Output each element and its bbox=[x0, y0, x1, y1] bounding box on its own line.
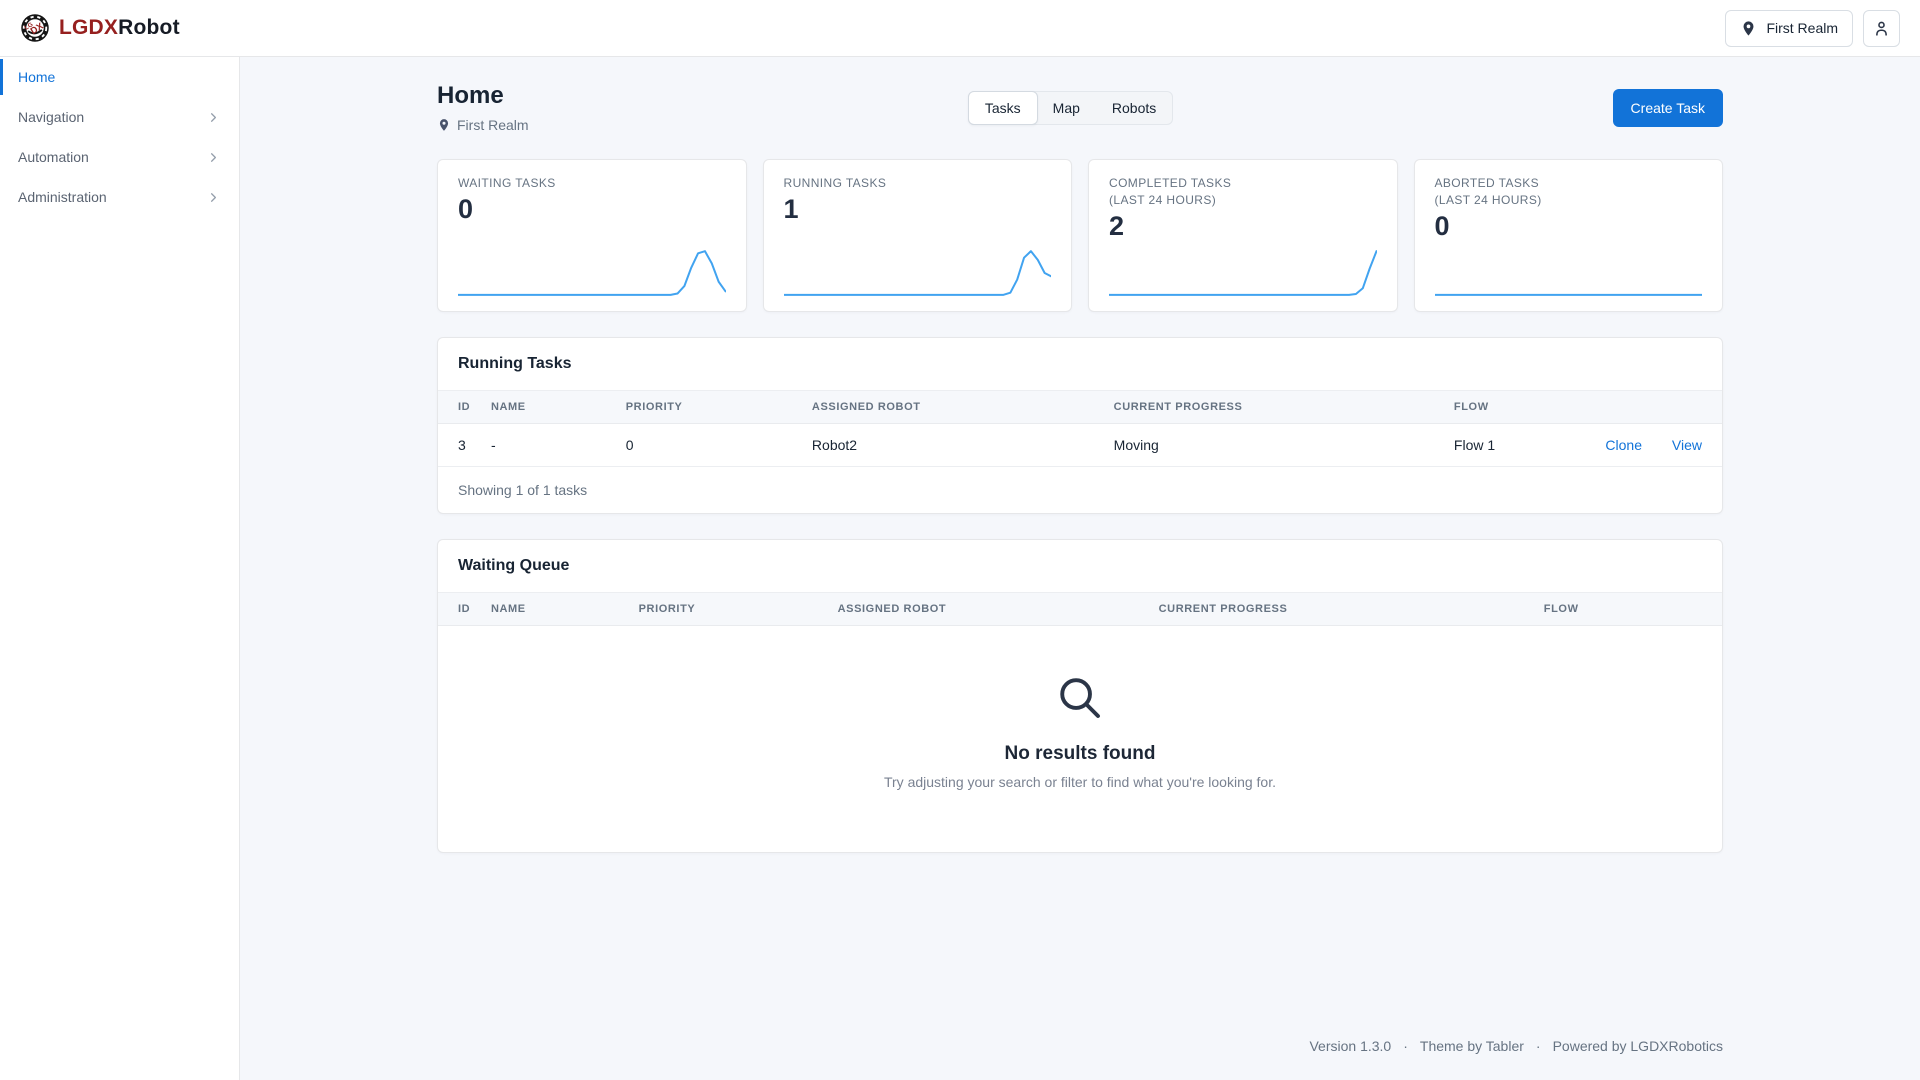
stat-card-completed-tasks: COMPLETED TASKS (LAST 24 HOURS) 2 bbox=[1088, 159, 1398, 312]
brand-name: LGDXRobot bbox=[59, 16, 180, 39]
column-header-assigned-robot: ASSIGNED ROBOT bbox=[803, 391, 1106, 424]
stat-label: ABORTED TASKS (LAST 24 HOURS) bbox=[1434, 176, 1542, 207]
column-header-id: ID bbox=[438, 593, 483, 626]
stat-value: 0 bbox=[1434, 210, 1450, 241]
waiting-queue-title: Waiting Queue bbox=[438, 540, 1722, 593]
column-header-priority: PRIORITY bbox=[617, 391, 804, 424]
column-header-priority: PRIORITY bbox=[630, 593, 830, 626]
map-pin-icon bbox=[437, 118, 451, 132]
map-pin-icon bbox=[1740, 20, 1757, 37]
sparkline-chart bbox=[784, 247, 1052, 299]
footer-separator: · bbox=[1535, 1038, 1541, 1054]
running-tasks-title: Running Tasks bbox=[438, 338, 1722, 391]
column-header-actions bbox=[1567, 391, 1722, 424]
brand-logo[interactable]: LG DX LGDXRobot bbox=[20, 13, 180, 43]
cell-priority: 0 bbox=[617, 423, 804, 467]
footer-powered-by: Powered by LGDXRobotics bbox=[1552, 1038, 1723, 1054]
stat-label: COMPLETED TASKS (LAST 24 HOURS) bbox=[1109, 176, 1232, 207]
footer-separator: · bbox=[1403, 1038, 1408, 1054]
running-tasks-table: ID NAME PRIORITY ASSIGNED ROBOT CURRENT … bbox=[438, 391, 1722, 467]
cell-actions: Clone View bbox=[1567, 423, 1722, 467]
waiting-queue-table: ID NAME PRIORITY ASSIGNED ROBOT CURRENT … bbox=[438, 593, 1722, 626]
column-header-name: NAME bbox=[482, 391, 618, 424]
tab-robots[interactable]: Robots bbox=[1095, 91, 1173, 125]
column-header-name: NAME bbox=[482, 593, 631, 626]
column-header-flow: FLOW bbox=[1445, 391, 1568, 424]
sidebar-item-label: Automation bbox=[18, 149, 89, 165]
stat-value: 1 bbox=[783, 193, 799, 224]
stat-card-waiting-tasks: WAITING TASKS 0 bbox=[437, 159, 747, 312]
running-tasks-count: Showing 1 of 1 tasks bbox=[458, 482, 588, 498]
chevron-right-icon bbox=[206, 190, 221, 205]
realm-label: First Realm bbox=[457, 117, 529, 133]
cell-assigned-robot: Robot2 bbox=[803, 423, 1106, 467]
sparkline-chart bbox=[458, 247, 726, 299]
sparkline-chart bbox=[1109, 247, 1377, 299]
view-switcher: Tasks Map Robots bbox=[967, 90, 1174, 125]
stat-label: WAITING TASKS bbox=[458, 176, 556, 190]
column-header-current-progress: CURRENT PROGRESS bbox=[1150, 593, 1536, 626]
sidebar-item-automation[interactable]: Automation bbox=[0, 137, 239, 177]
column-header-flow: FLOW bbox=[1535, 593, 1722, 626]
sidebar-item-label: Navigation bbox=[18, 109, 85, 125]
chevron-right-icon bbox=[206, 150, 221, 165]
cell-name: - bbox=[482, 423, 618, 467]
stat-label: RUNNING TASKS bbox=[783, 176, 887, 190]
sidebar-item-label: Home bbox=[18, 69, 56, 85]
waiting-queue-panel: Waiting Queue ID NAME PRIORITY ASSIGNED … bbox=[437, 539, 1723, 853]
column-header-current-progress: CURRENT PROGRESS bbox=[1105, 391, 1446, 424]
svg-text:LG: LG bbox=[23, 21, 34, 32]
cell-id: 3 bbox=[438, 423, 483, 467]
stat-cards-row: WAITING TASKS 0 RUNNING TASKS 1 COMPLETE… bbox=[437, 159, 1723, 312]
view-task-link[interactable]: View bbox=[1671, 437, 1702, 453]
page-title: Home bbox=[437, 82, 504, 109]
clone-task-link[interactable]: Clone bbox=[1605, 437, 1643, 453]
main-content: Home First Realm Tasks Map Robots Create… bbox=[240, 57, 1920, 1080]
table-row: 3 - 0 Robot2 Moving Flow 1 Clone View bbox=[438, 423, 1722, 467]
column-header-assigned-robot: ASSIGNED ROBOT bbox=[829, 593, 1151, 626]
user-icon bbox=[1872, 19, 1891, 38]
create-task-button[interactable]: Create Task bbox=[1612, 88, 1723, 127]
empty-state-title: No results found bbox=[1004, 743, 1156, 764]
page-subtitle: First Realm bbox=[437, 117, 529, 133]
table-header-row: ID NAME PRIORITY ASSIGNED ROBOT CURRENT … bbox=[438, 593, 1722, 626]
stat-value: 0 bbox=[458, 193, 474, 224]
realm-selector-button[interactable]: First Realm bbox=[1725, 9, 1853, 47]
empty-state-hint: Try adjusting your search or filter to f… bbox=[883, 774, 1276, 790]
cell-flow: Flow 1 bbox=[1445, 423, 1568, 467]
realm-selector-label: First Realm bbox=[1766, 20, 1838, 36]
stat-value: 2 bbox=[1109, 210, 1125, 241]
page-header: Home First Realm Tasks Map Robots Create… bbox=[437, 82, 1723, 133]
footer-theme-credit: Theme by Tabler bbox=[1419, 1038, 1524, 1054]
page-footer: Version 1.3.0 · Theme by Tabler · Powere… bbox=[437, 1038, 1723, 1080]
sidebar: Home Navigation Automation Administratio… bbox=[0, 57, 240, 1080]
column-header-id: ID bbox=[438, 391, 483, 424]
table-header-row: ID NAME PRIORITY ASSIGNED ROBOT CURRENT … bbox=[438, 391, 1722, 424]
page-title-block: Home First Realm bbox=[437, 82, 529, 133]
sparkline-chart bbox=[1435, 247, 1703, 299]
search-icon bbox=[458, 672, 1702, 729]
topbar-actions: First Realm bbox=[1725, 9, 1900, 47]
user-menu-button[interactable] bbox=[1863, 9, 1900, 47]
tab-map[interactable]: Map bbox=[1036, 91, 1097, 125]
topbar: LG DX LGDXRobot First Realm bbox=[0, 0, 1920, 57]
stat-card-running-tasks: RUNNING TASKS 1 bbox=[762, 159, 1072, 312]
sidebar-item-home[interactable]: Home bbox=[0, 57, 239, 97]
cell-current-progress: Moving bbox=[1105, 423, 1446, 467]
footer-version: Version 1.3.0 bbox=[1309, 1038, 1392, 1054]
sidebar-item-administration[interactable]: Administration bbox=[0, 177, 239, 217]
sidebar-item-label: Administration bbox=[18, 189, 107, 205]
lgdx-gear-logo-icon: LG DX bbox=[20, 13, 50, 43]
stat-card-aborted-tasks: ABORTED TASKS (LAST 24 HOURS) 0 bbox=[1413, 159, 1723, 312]
sidebar-item-navigation[interactable]: Navigation bbox=[0, 97, 239, 137]
empty-state: No results found Try adjusting your sear… bbox=[438, 626, 1722, 852]
chevron-right-icon bbox=[206, 110, 221, 125]
tab-tasks[interactable]: Tasks bbox=[967, 90, 1038, 125]
running-tasks-panel: Running Tasks ID NAME PRIORITY ASSIGNED … bbox=[437, 337, 1723, 514]
